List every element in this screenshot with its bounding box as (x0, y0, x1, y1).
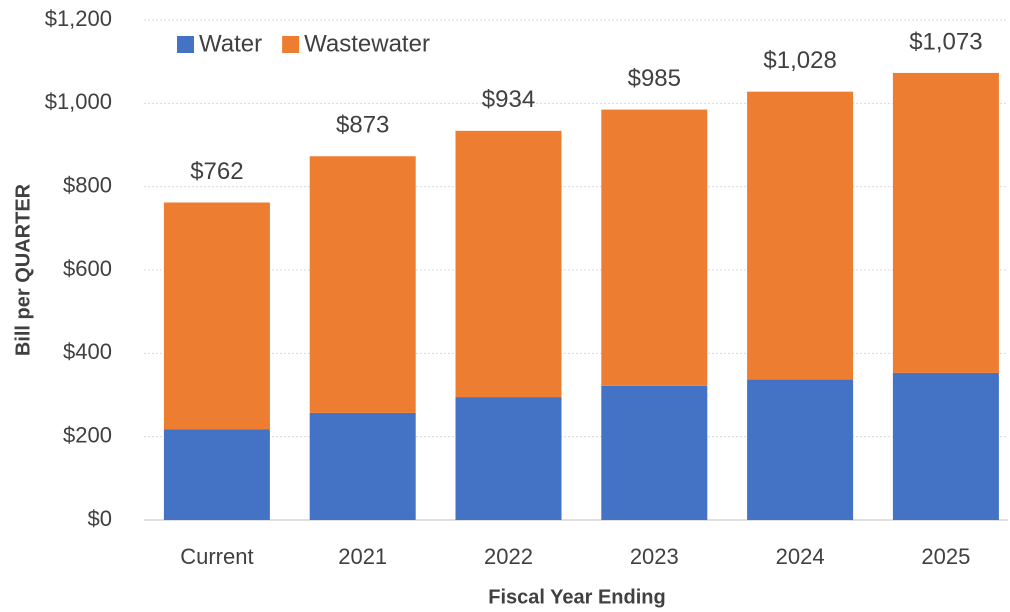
y-tick-label: $200 (63, 422, 112, 447)
x-tick-label: 2024 (776, 544, 825, 569)
x-tick-label: 2022 (484, 544, 533, 569)
y-tick-label: $600 (63, 256, 112, 281)
bar-segment (163, 429, 270, 520)
y-axis-title: Bill per QUARTER (12, 183, 34, 356)
bar-segment (455, 130, 562, 398)
total-label: $1,073 (909, 28, 982, 55)
bar-segment (601, 109, 708, 386)
x-tick-label: 2023 (630, 544, 679, 569)
legend-swatch (282, 36, 300, 53)
x-tick-label: 2025 (921, 544, 970, 569)
legend-label: Wastewater (304, 30, 430, 57)
x-axis-title: Fiscal Year Ending (488, 586, 665, 608)
y-tick-label: $800 (63, 172, 112, 197)
total-label: $873 (336, 112, 389, 139)
bar-segment (892, 372, 999, 520)
y-tick-label: $400 (63, 339, 112, 364)
bar-segment (747, 91, 854, 380)
total-label: $934 (482, 86, 535, 113)
bar-segment (309, 412, 416, 520)
total-label: $762 (190, 158, 243, 185)
x-tick-label: 2021 (338, 544, 387, 569)
legend-label: Water (199, 30, 262, 57)
total-label: $985 (628, 65, 681, 92)
y-tick-label: $1,000 (45, 89, 112, 114)
bar-segment (601, 385, 708, 520)
x-tick-label: Current (180, 544, 253, 569)
total-label: $1,028 (763, 47, 836, 74)
y-tick-label: $0 (88, 506, 112, 531)
bar-segment (892, 72, 999, 373)
bar-segment (309, 156, 416, 413)
bar-segment (163, 202, 270, 430)
y-tick-label: $1,200 (45, 6, 112, 31)
legend-swatch (177, 36, 194, 53)
bar-segment (747, 379, 854, 520)
bar-segment (455, 397, 562, 520)
